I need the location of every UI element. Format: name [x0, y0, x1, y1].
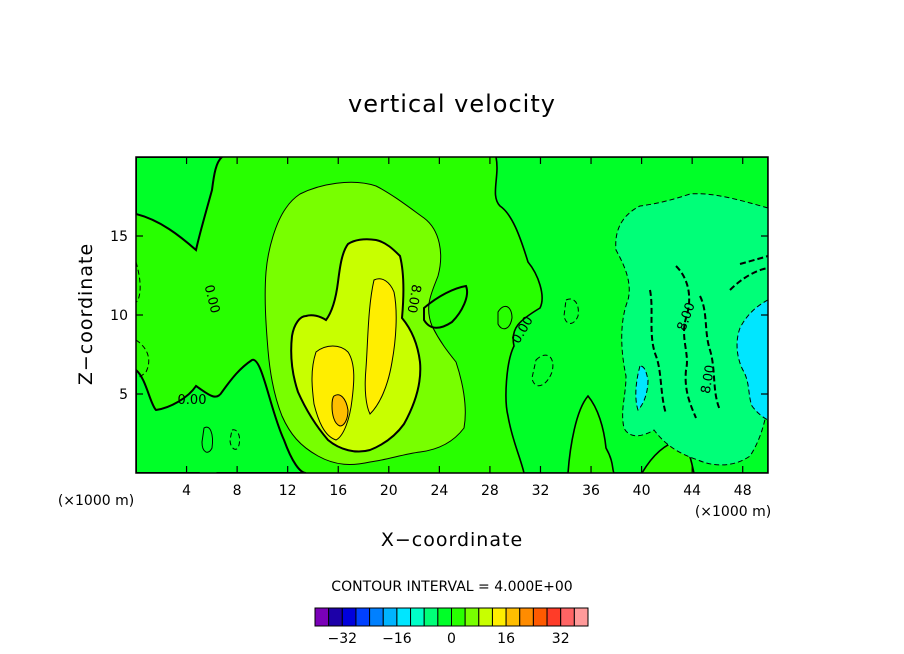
- colorbar-tick-label: 32: [552, 631, 570, 647]
- x-axis-label: X−coordinate: [381, 529, 523, 551]
- x-tick-label: 16: [329, 483, 347, 499]
- contour-label: 0.00: [178, 393, 207, 408]
- colorbar-swatch: [437, 607, 453, 627]
- field-region-16-to-20: [331, 394, 349, 427]
- colorbar-swatch: [451, 607, 466, 627]
- x-tick-label: 44: [683, 483, 701, 499]
- colorbar-swatch: [396, 607, 412, 627]
- x-tick-label: 28: [481, 483, 499, 499]
- y-tick-label: 10: [110, 308, 128, 324]
- dashed-downdraft-lines: [649, 255, 768, 419]
- colorbar-swatch: [355, 607, 371, 627]
- colorbar-tick-label: 16: [497, 631, 515, 647]
- x-tick-label: 12: [279, 483, 297, 499]
- x-tick-label: 20: [380, 483, 398, 499]
- colorbar-tick-label: −16: [382, 631, 412, 647]
- colorbar-swatch: [491, 607, 507, 627]
- contour-label: 0.00: [201, 283, 223, 315]
- colorbar-swatch: [505, 607, 521, 627]
- contour-label: 8.00: [699, 364, 719, 395]
- colorbar-swatch: [341, 607, 357, 627]
- chart-title: vertical velocity: [348, 90, 556, 118]
- x-tick-label: 24: [430, 483, 448, 499]
- colorbar-swatch: [464, 607, 480, 627]
- y-tick-label: 15: [110, 229, 128, 245]
- colorbar-swatch: [328, 607, 343, 627]
- x-tick-label: 8: [233, 483, 242, 499]
- colorbar-swatch: [519, 607, 534, 627]
- colorbar-swatch: [314, 607, 330, 627]
- colorbar-swatch: [382, 607, 398, 627]
- colorbar-tick-label: −32: [328, 631, 358, 647]
- x-unit-label-right: (×1000 m): [695, 504, 771, 520]
- field-region-east-minus-4: [615, 193, 768, 466]
- colorbar-swatch: [573, 607, 589, 627]
- contour-interval-label: CONTOUR INTERVAL = 4.000E+00: [331, 579, 572, 595]
- x-tick-label: 4: [182, 483, 191, 499]
- x-tick-label: 48: [734, 483, 752, 499]
- colorbar-swatch: [546, 607, 562, 627]
- field-region-east-minus-8: [635, 299, 768, 421]
- x-axis: 4 8 12 16 20 24 28 32 36 40 44 48: [182, 157, 752, 499]
- x-tick-label: 32: [532, 483, 550, 499]
- colorbar-tick-label: 0: [447, 631, 456, 647]
- x-tick-label: 40: [633, 483, 651, 499]
- colorbar-swatch: [369, 607, 384, 627]
- colorbar: [314, 607, 589, 627]
- colorbar-swatch: [423, 607, 439, 627]
- colorbar-swatch: [560, 607, 575, 627]
- contour-label: 8.00: [404, 283, 424, 314]
- x-unit-label-left: (×1000 m): [58, 493, 134, 509]
- y-axis: 5 10 15: [110, 229, 768, 403]
- field-region-0-to-4: [136, 157, 307, 473]
- field-region-west-gap: [194, 426, 221, 473]
- y-axis-label: Z−coordinate: [75, 243, 97, 385]
- colorbar-ticks: −32 −16 0 16 32: [328, 631, 570, 647]
- colorbar-swatch: [532, 607, 548, 627]
- y-tick-label: 5: [119, 387, 128, 403]
- plot-area: 0.00 0.00 0.00 8.00 8.00 8.00: [136, 157, 768, 473]
- colorbar-swatch: [410, 607, 425, 627]
- colorbar-swatch: [478, 607, 493, 627]
- x-tick-label: 36: [582, 483, 600, 499]
